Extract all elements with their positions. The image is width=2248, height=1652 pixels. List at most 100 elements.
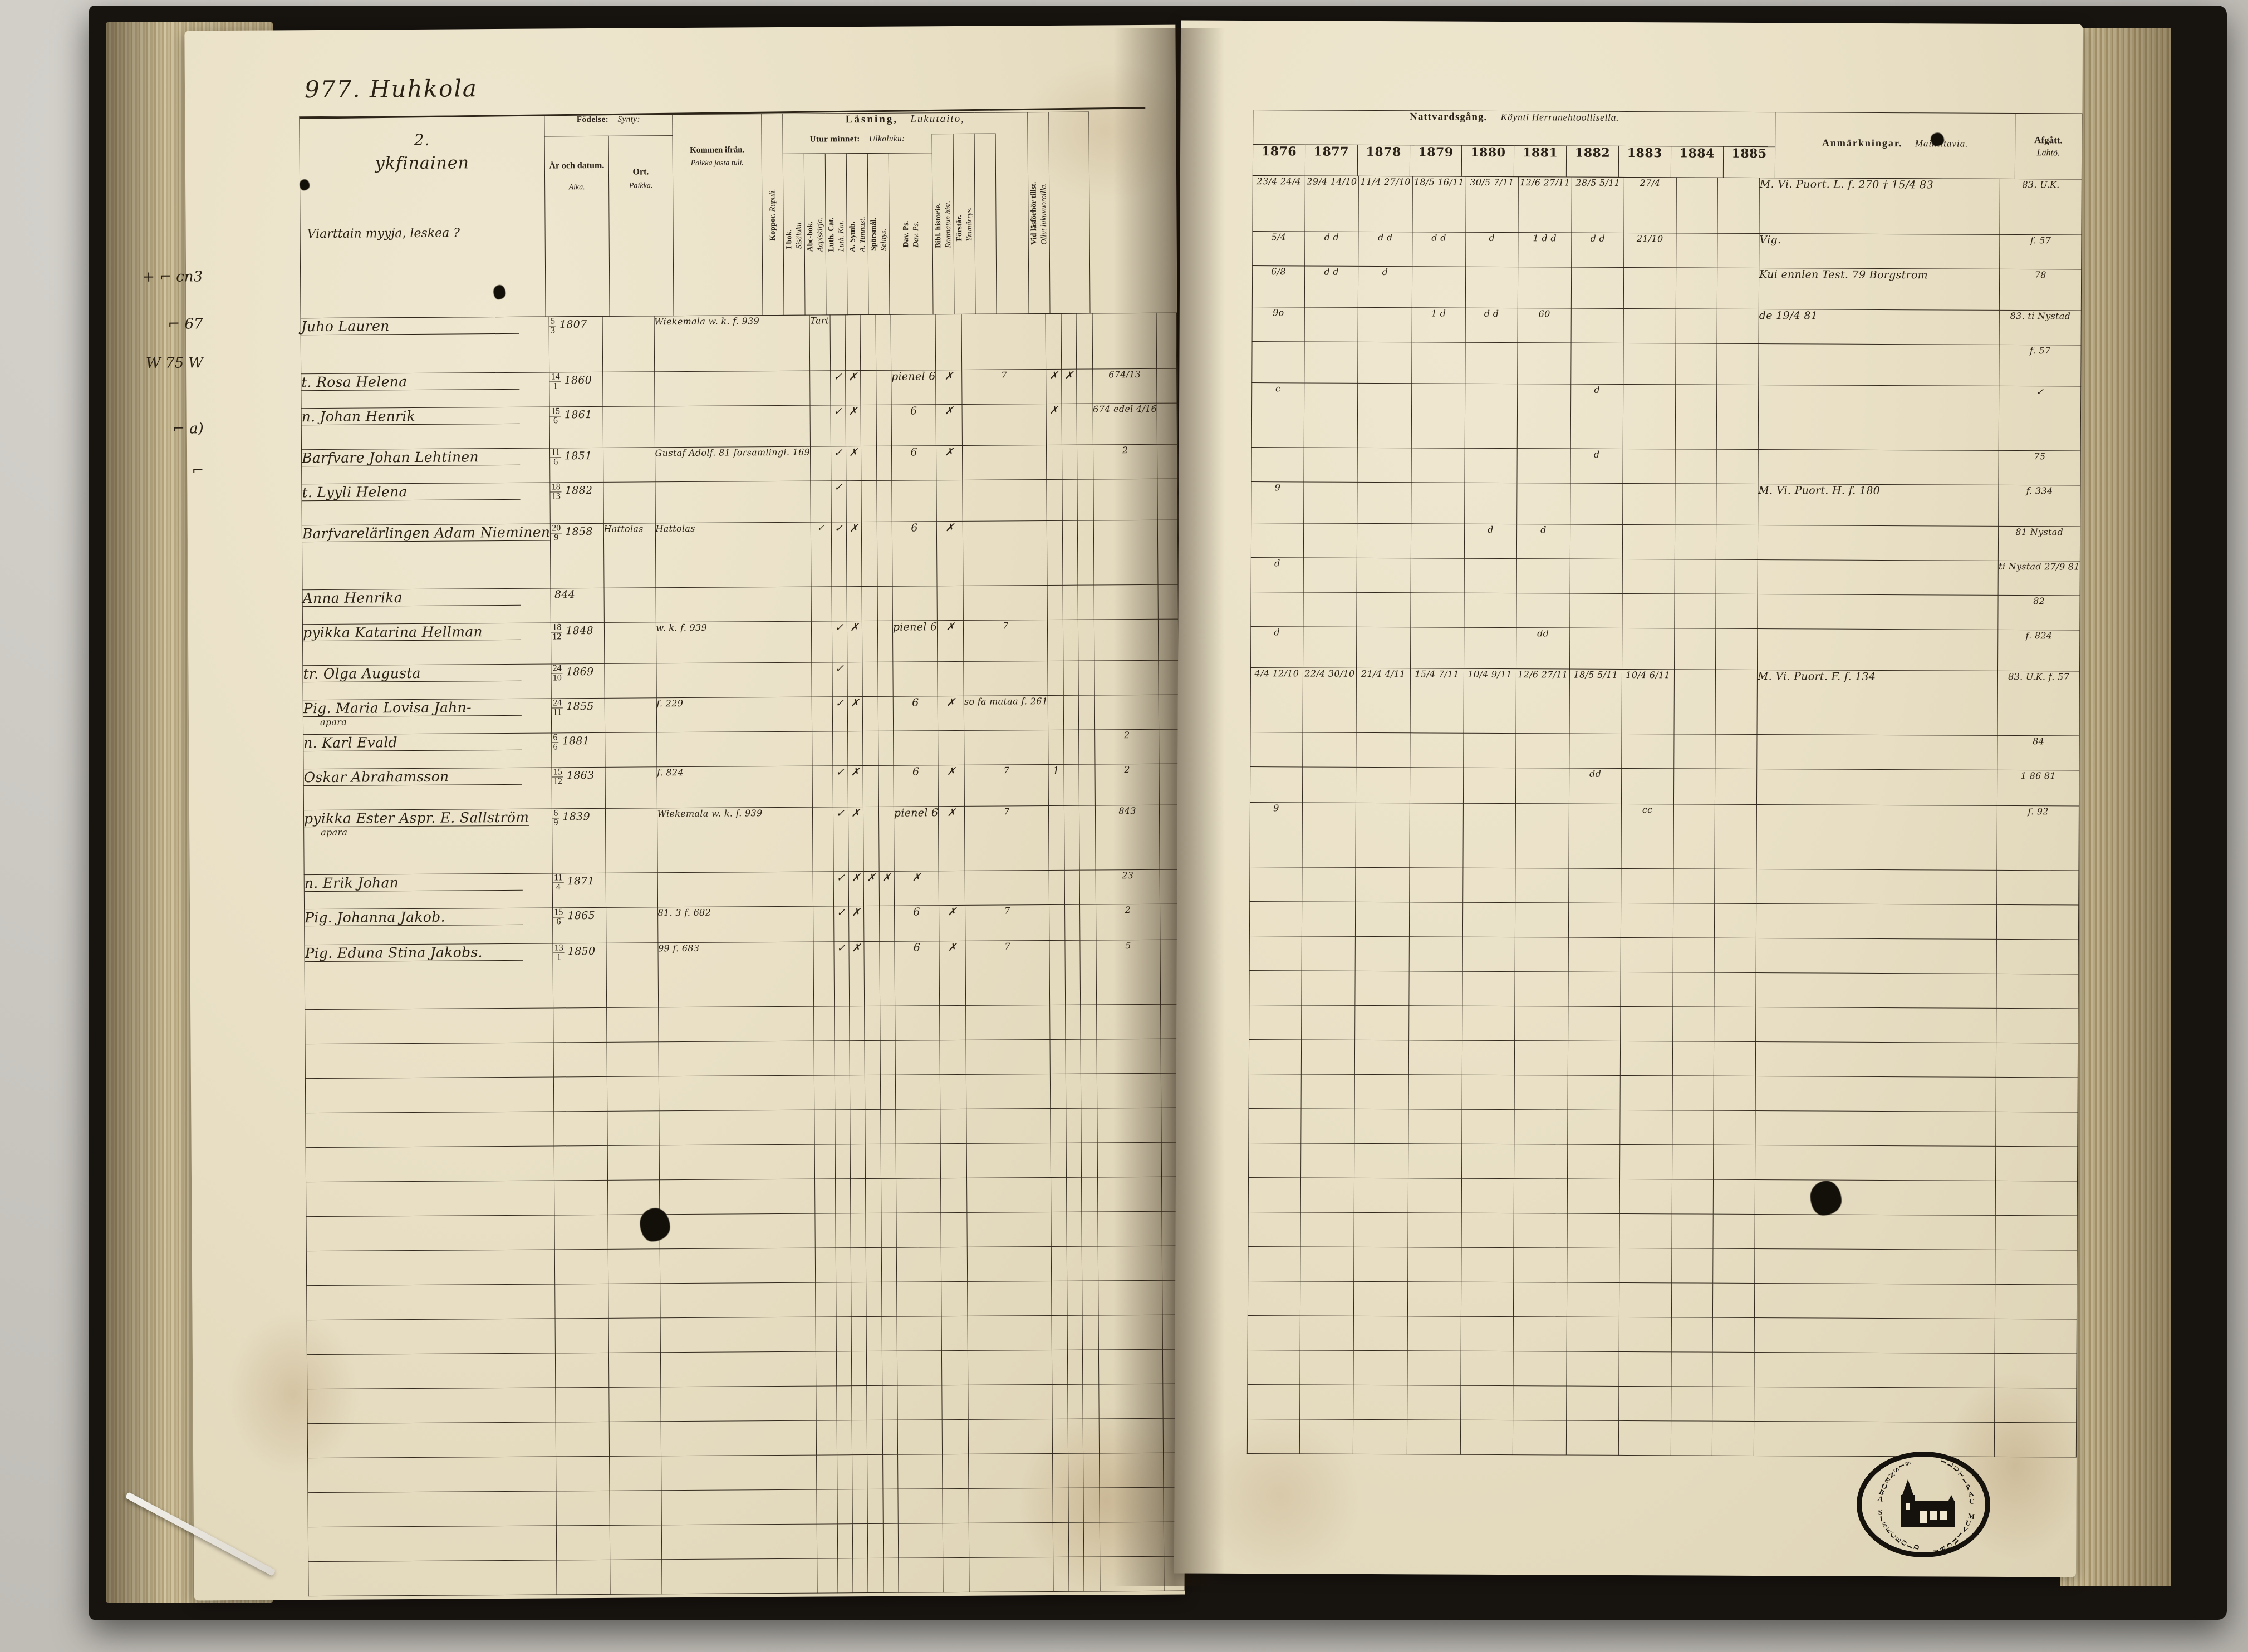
communion-cell-1879[interactable] (1410, 558, 1465, 593)
empty-cell[interactable] (556, 1491, 610, 1526)
empty-cell[interactable] (1406, 1419, 1461, 1455)
communion-cell-1879[interactable] (1411, 448, 1465, 483)
empty-cell[interactable] (608, 1386, 661, 1422)
empty-cell[interactable] (1249, 1039, 1302, 1074)
empty-cell[interactable] (866, 1282, 882, 1317)
literacy-cell-bibl[interactable]: 7 (963, 620, 1048, 662)
empty-cell[interactable] (1097, 1073, 1162, 1108)
empty-cell[interactable] (660, 1351, 816, 1387)
birth-date-cell[interactable]: 6 9 1839 (552, 808, 606, 873)
literacy-cell-blank[interactable] (1079, 869, 1096, 905)
table-row[interactable]: 84 (1250, 732, 2080, 771)
communion-cell-1885[interactable] (1717, 343, 1759, 385)
communion-cell-1880[interactable]: d d (1465, 308, 1518, 343)
literacy-cell-forstar[interactable] (1047, 479, 1062, 521)
empty-cell[interactable] (941, 1281, 968, 1316)
literacy-cell-sporsmal[interactable] (890, 314, 936, 371)
literacy-cell-abc[interactable]: ✗ (845, 370, 861, 405)
empty-cell[interactable] (1996, 1112, 2078, 1147)
remarks-cell[interactable]: Vig. (1759, 233, 2000, 269)
communion-cell-1882[interactable]: 28/5 5/11 (1571, 177, 1624, 233)
empty-cell[interactable] (1671, 1213, 1714, 1249)
empty-cell[interactable] (658, 1041, 814, 1076)
empty-cell[interactable] (1080, 1039, 1097, 1074)
empty-cell[interactable] (1461, 1144, 1514, 1179)
empty-cell[interactable] (608, 1317, 660, 1353)
vid-lasforhor-cell[interactable] (1094, 695, 1160, 730)
remarks-cell[interactable] (1757, 594, 1999, 630)
departed-cell[interactable]: 75 (1999, 450, 2081, 486)
empty-cell[interactable] (1712, 1283, 1755, 1318)
came-from-cell[interactable]: 99 f. 683 (657, 942, 814, 1007)
empty-cell[interactable] (940, 1109, 967, 1144)
literacy-cell-forstar[interactable] (1049, 904, 1065, 941)
empty-cell[interactable] (554, 1284, 608, 1319)
empty-cell[interactable] (1619, 1179, 1672, 1214)
empty-cell[interactable] (883, 1558, 899, 1593)
empty-cell[interactable] (813, 1006, 835, 1041)
empty-cell[interactable] (1462, 902, 1515, 937)
empty-cell[interactable] (942, 1454, 969, 1489)
empty-cell[interactable] (1407, 1212, 1462, 1248)
empty-cell[interactable] (968, 1453, 1053, 1489)
person-name-cell[interactable]: t. Rosa Helena (301, 372, 550, 409)
literacy-cell-davps[interactable] (937, 586, 964, 621)
communion-cell-1877[interactable] (1303, 592, 1357, 627)
empty-cell[interactable] (1515, 902, 1569, 938)
vid-lasforhor-cell[interactable]: 23 (1095, 869, 1161, 904)
communion-cell-1876[interactable] (1251, 341, 1304, 383)
empty-cell[interactable] (307, 1387, 556, 1424)
empty-cell[interactable] (1995, 1181, 2078, 1216)
empty-row[interactable] (1249, 867, 2079, 906)
empty-cell[interactable] (1300, 1246, 1354, 1282)
empty-cell[interactable] (1460, 1420, 1513, 1455)
empty-cell[interactable] (1568, 972, 1621, 1007)
vid-lasforhor-cell[interactable] (1093, 479, 1158, 521)
empty-cell[interactable] (1409, 867, 1463, 903)
empty-cell[interactable] (849, 1040, 865, 1075)
literacy-cell-davps[interactable] (939, 871, 965, 906)
empty-cell[interactable] (1098, 1349, 1164, 1384)
communion-cell-1883[interactable] (1622, 449, 1675, 484)
empty-cell[interactable] (1672, 1075, 1714, 1111)
empty-cell[interactable] (1408, 971, 1463, 1006)
came-from-cell[interactable] (654, 405, 811, 448)
literacy-cell-asymb[interactable] (876, 405, 892, 446)
empty-cell[interactable] (1354, 1178, 1408, 1213)
empty-cell[interactable] (1247, 1350, 1300, 1385)
empty-cell[interactable] (1083, 1522, 1100, 1557)
empty-cell[interactable] (835, 1213, 851, 1248)
empty-cell[interactable] (1756, 903, 1997, 940)
literacy-cell-blank[interactable] (1077, 479, 1093, 521)
empty-cell[interactable] (1407, 1281, 1461, 1317)
literacy-cell-davps[interactable]: ✗ (938, 765, 965, 807)
empty-cell[interactable] (968, 1384, 1053, 1420)
empty-cell[interactable] (966, 1177, 1052, 1213)
empty-cell[interactable] (1049, 1005, 1066, 1040)
empty-cell[interactable] (852, 1420, 867, 1455)
empty-cell[interactable] (1248, 1246, 1300, 1281)
empty-cell[interactable] (1301, 970, 1356, 1006)
literacy-cell-1bok[interactable]: ✓ (830, 405, 846, 446)
empty-cell[interactable] (1248, 1143, 1301, 1178)
empty-cell[interactable] (1408, 1143, 1462, 1179)
empty-cell[interactable] (850, 1178, 866, 1213)
empty-cell[interactable] (606, 1041, 659, 1077)
empty-cell[interactable] (1097, 1108, 1162, 1143)
empty-cell[interactable] (1068, 1488, 1084, 1523)
birth-place-cell[interactable] (602, 371, 655, 407)
empty-cell[interactable] (1714, 972, 1756, 1007)
communion-cell-1880[interactable]: d (1465, 232, 1518, 267)
communion-cell-1881[interactable] (1516, 384, 1571, 449)
empty-cell[interactable] (815, 1282, 836, 1317)
empty-cell[interactable] (1995, 1284, 2077, 1320)
communion-cell-1880[interactable] (1464, 448, 1517, 483)
empty-cell[interactable] (1066, 1177, 1082, 1212)
empty-cell[interactable] (1712, 1421, 1754, 1456)
communion-cell-1881[interactable]: d (1516, 524, 1570, 559)
communion-cell-1879[interactable]: 15/4 7/11 (1410, 668, 1464, 734)
empty-cell[interactable] (1408, 1040, 1462, 1075)
literacy-cell-luth[interactable] (862, 696, 878, 731)
communion-cell-1877[interactable] (1303, 447, 1358, 483)
literacy-cell-1bok[interactable]: ✓ (832, 662, 848, 697)
